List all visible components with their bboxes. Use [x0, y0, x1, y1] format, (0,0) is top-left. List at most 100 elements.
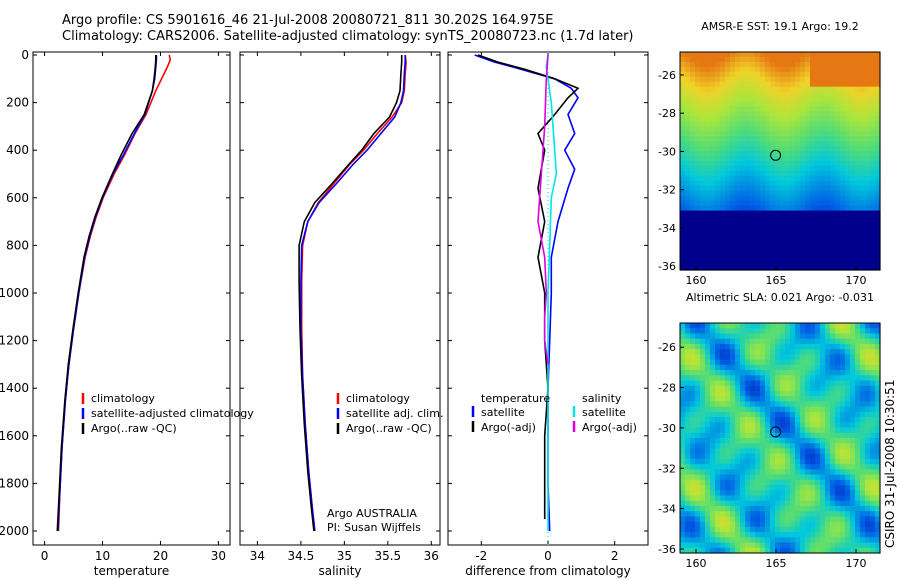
sst-map-cell: [725, 170, 731, 177]
sla-map-cell: [845, 485, 851, 491]
sst-map-cell: [805, 106, 811, 113]
sla-map-cell: [775, 432, 781, 439]
sla-map-cell: [725, 542, 731, 549]
sla-map-cell: [685, 390, 691, 397]
sst-map-cell: [770, 86, 776, 93]
sla-map-cell: [820, 390, 826, 397]
sla-map-cell: [865, 532, 871, 538]
sst-map-cell: [840, 86, 846, 93]
sla-map-cell: [730, 521, 736, 528]
sla-map-cell: [845, 417, 851, 423]
sla-map-cell: [725, 396, 731, 403]
sst-map-cell: [850, 141, 856, 147]
sla-map-xtick-label: 170: [846, 557, 867, 570]
sla-map-cell: [840, 422, 846, 429]
sla-map-cell: [720, 469, 726, 476]
sst-map-cell: [680, 190, 686, 197]
sla-map-cell: [875, 443, 881, 450]
sst-map-cell: [720, 161, 726, 167]
sla-map-cell: [775, 411, 781, 418]
sst-map-cell: [800, 66, 806, 73]
sst-map-cell: [855, 56, 861, 63]
sla-map-cell: [740, 338, 746, 345]
sla-map-cell: [840, 385, 846, 392]
sla-map-cell: [875, 354, 881, 361]
sst-map-cell: [735, 190, 741, 197]
sla-map-cell: [815, 422, 821, 429]
sst-map-cell: [705, 56, 711, 63]
sla-map-cell: [785, 422, 791, 429]
sla-map-cell: [805, 505, 811, 512]
sla-map-cell: [685, 401, 691, 408]
sst-map-cell: [715, 106, 721, 113]
sst-map-cell: [820, 131, 826, 137]
sst-map-cell: [715, 210, 721, 217]
sla-map-cell: [855, 474, 861, 481]
sst-map-argo-position-marker: [770, 149, 782, 161]
sla-map-cell: [715, 453, 721, 460]
sst-map-cell: [775, 141, 781, 147]
sst-map-cell: [795, 106, 801, 113]
sla-map-cell: [750, 385, 756, 392]
sst-map-cell: [690, 71, 696, 78]
sst-map-cell: [760, 101, 766, 108]
sla-map-cell: [750, 390, 756, 397]
sla-map-cell: [730, 479, 736, 486]
sst-map-cell: [875, 245, 881, 251]
sla-map-cell: [695, 438, 701, 444]
sst-map-cell: [845, 250, 851, 256]
sla-map-cell: [755, 458, 761, 465]
sst-map-cell: [875, 255, 881, 261]
sla-map-cell: [870, 464, 876, 470]
sst-map-cell: [710, 101, 716, 108]
sst-map-cell: [750, 240, 756, 246]
sst-map-cell: [800, 56, 806, 63]
sla-map-cell: [785, 328, 791, 335]
sla-map-cell: [770, 479, 776, 486]
sst-map-cell: [835, 260, 841, 266]
sla-map-cell: [785, 364, 791, 371]
sst-map-cell: [805, 101, 811, 108]
sst-map-cell: [810, 151, 816, 157]
sla-map-cell: [690, 516, 696, 523]
sla-map-cell: [810, 505, 816, 512]
sla-map-cell: [840, 448, 846, 455]
sla-map-cell: [825, 411, 831, 418]
sla-map-cell: [800, 505, 806, 512]
sst-map-cell: [860, 161, 866, 167]
sla-map-cell: [745, 401, 751, 408]
sst-map-cell: [750, 111, 756, 117]
sst-map-cell: [720, 116, 726, 122]
sst-map-cell: [775, 170, 781, 177]
sla-map-cell: [870, 453, 876, 460]
sst-map-cell: [725, 230, 731, 236]
sst-map-cell: [875, 156, 881, 162]
sla-map-cell: [745, 370, 751, 376]
sst-map-cell: [805, 235, 811, 241]
sla-map-cell: [700, 411, 706, 418]
sla-map-cell: [815, 453, 821, 460]
sla-map-cell: [875, 458, 881, 465]
sla-map-cell: [815, 370, 821, 376]
sla-map-cell: [780, 464, 786, 470]
sla-map-cell: [775, 380, 781, 387]
sla-map-cell: [865, 485, 871, 491]
sla-map-cell: [735, 364, 741, 371]
sst-map-cell: [845, 245, 851, 251]
sst-map-cell: [810, 76, 816, 83]
sst-map-cell: [850, 81, 856, 88]
sla-map-cell: [870, 479, 876, 486]
sla-map-cell: [695, 443, 701, 450]
sla-map-cell: [750, 349, 756, 355]
sla-map-cell: [830, 542, 836, 549]
sst-map-cell: [750, 156, 756, 162]
sla-map-cell: [690, 453, 696, 460]
sst-map-cell: [870, 185, 876, 192]
sla-map-cell: [750, 479, 756, 486]
sla-map-cell: [770, 390, 776, 397]
sst-map-cell: [790, 170, 796, 177]
sla-map-cell: [735, 370, 741, 376]
sla-map-cell: [845, 438, 851, 444]
sla-map-cell: [790, 432, 796, 439]
sla-map-cell: [835, 427, 841, 434]
